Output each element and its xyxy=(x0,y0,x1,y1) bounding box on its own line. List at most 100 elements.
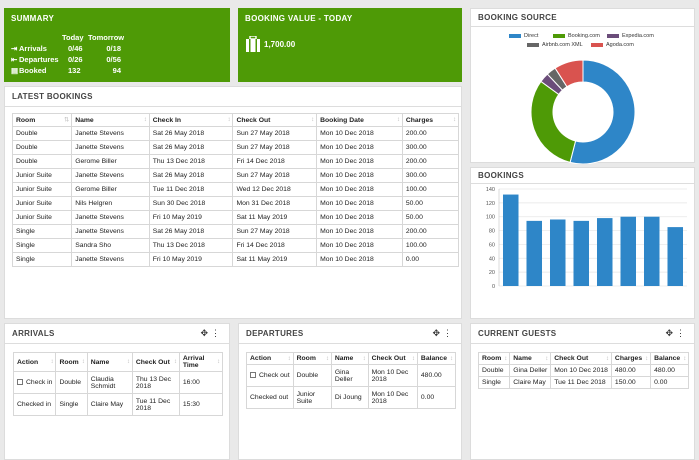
column-header-room[interactable]: Room ↕ xyxy=(292,352,332,365)
column-header-name[interactable]: Name ↕ xyxy=(330,352,369,365)
table-row[interactable]: Check out Double Gina Deller Mon 10 Dec 201… xyxy=(246,364,457,387)
table-cell: 100.00 xyxy=(401,182,460,197)
table-row[interactable]: Single Claire May Tue 11 Dec 2018 150.00 0.0… xyxy=(477,376,690,389)
departures-panel: DEPARTURES ✥⋮ Action ↕ Room ↕ Name ↕ Check Out… xyxy=(238,323,462,460)
column-header-charges[interactable]: Charges ↕ xyxy=(610,352,652,365)
sort-icon[interactable]: ↕ xyxy=(227,117,231,123)
table-row[interactable]: Junior Suite Janette Stevens Fri 10 May 20… xyxy=(11,210,460,225)
table-row[interactable]: Junior Suite Nils Helgren Sun 30 Dec 2018 M… xyxy=(11,196,460,211)
column-header-balance[interactable]: Balance ↕ xyxy=(650,352,690,365)
departures-table: Action ↕ Room ↕ Name ↕ Check Out ↕ Balance ↕ Check… xyxy=(246,352,457,409)
bar[interactable] xyxy=(549,219,566,286)
bar[interactable] xyxy=(643,216,660,286)
action-cell[interactable]: Checked in xyxy=(12,393,57,416)
sort-icon[interactable]: ↕ xyxy=(411,355,415,362)
column-header-balance[interactable]: Balance ↕ xyxy=(416,352,457,365)
move-icon[interactable]: ✥ xyxy=(432,328,443,338)
action-cell[interactable]: Check in xyxy=(12,371,57,394)
sort-icon[interactable]: ↕ xyxy=(453,117,456,123)
bar[interactable] xyxy=(667,227,684,286)
sort-icon[interactable]: ↕ xyxy=(311,117,315,123)
legend-item[interactable]: Expedia.com xyxy=(607,33,654,39)
table-row[interactable]: Junior Suite Janette Stevens Sat 26 May 20… xyxy=(11,168,460,183)
sort-icon[interactable]: ↕ xyxy=(683,355,687,362)
table-cell: Double xyxy=(11,154,73,169)
table-row[interactable]: Double Janette Stevens Sat 26 May 2018 Sun … xyxy=(11,126,460,141)
column-header-booking-date[interactable]: Booking Date ↕ xyxy=(316,113,403,127)
column-header-label: Name xyxy=(75,116,94,124)
menu-icon[interactable]: ⋮ xyxy=(443,328,455,338)
sort-icon[interactable]: ↕ xyxy=(545,355,549,362)
donut-slice[interactable] xyxy=(569,59,636,164)
table-row[interactable]: Double Janette Stevens Sat 26 May 2018 Sun … xyxy=(11,140,460,155)
sort-icon[interactable]: ↕ xyxy=(173,359,177,365)
sort-icon[interactable]: ↕ xyxy=(50,359,54,365)
table-row[interactable]: Checked in Single Claire May Tue 11 Dec 201… xyxy=(12,393,224,416)
sort-icon[interactable]: ↕ xyxy=(287,355,291,362)
sort-icon[interactable]: ↕ xyxy=(217,359,220,365)
column-header-room[interactable]: Room ↕ xyxy=(55,352,88,372)
table-row[interactable]: Checked out Junior Suite Di Joung Mon 10 De… xyxy=(246,386,457,409)
table-cell: Sun 27 May 2018 xyxy=(232,224,318,239)
arrivals-panel: ARRIVALS ✥⋮ Action ↕ Room ↕ Name ↕ Check Out ↕ A… xyxy=(4,323,230,460)
column-header-label: Charges xyxy=(614,355,643,362)
column-header-name[interactable]: Name ↕ xyxy=(509,352,552,365)
column-header-action[interactable]: Action ↕ xyxy=(246,352,294,365)
column-header-check-in[interactable]: Check In ↕ xyxy=(148,113,234,127)
bar[interactable] xyxy=(502,194,519,286)
bar[interactable] xyxy=(596,218,613,286)
column-header-room[interactable]: Room ↕ xyxy=(477,352,511,365)
legend-item[interactable]: Agoda.com xyxy=(591,42,634,48)
legend-item[interactable]: Booking.com xyxy=(553,33,600,39)
table-row[interactable]: Single Janette Stevens Sat 26 May 2018 Sun … xyxy=(11,224,460,239)
column-header-check-out[interactable]: Check Out ↕ xyxy=(232,113,318,127)
legend-item[interactable]: Airbnb.com XML xyxy=(527,42,583,48)
table-cell: Double xyxy=(11,140,73,155)
bar[interactable] xyxy=(620,216,637,286)
sort-icon[interactable]: ⇅ xyxy=(64,117,70,124)
column-header-check-out[interactable]: Check Out ↕ xyxy=(367,352,418,365)
sort-icon[interactable]: ↕ xyxy=(450,355,453,362)
column-header-charges[interactable]: Charges ↕ xyxy=(401,113,460,127)
sort-icon[interactable]: ↕ xyxy=(645,355,649,362)
sort-icon[interactable]: ↕ xyxy=(396,117,400,123)
bar[interactable] xyxy=(526,220,543,286)
sort-icon[interactable]: ↕ xyxy=(362,355,366,362)
table-row[interactable]: Check in Double Claudia Schmidt Thu 13 Dec … xyxy=(12,371,224,394)
move-icon[interactable]: ✥ xyxy=(665,328,676,338)
legend-item[interactable]: Direct xyxy=(509,33,538,39)
column-header-arrival-time[interactable]: Arrival Time ↕ xyxy=(178,352,224,372)
summary-tomorrow: 0/56 xyxy=(106,55,121,64)
column-header-check-out[interactable]: Check Out ↕ xyxy=(550,352,612,365)
action-checkbox[interactable] xyxy=(250,372,256,379)
sort-icon[interactable]: ↕ xyxy=(81,359,85,365)
table-row[interactable]: Single Sandra Sho Thu 13 Dec 2018 Fri 14 De… xyxy=(11,238,460,253)
menu-icon[interactable]: ⋮ xyxy=(211,328,223,338)
action-cell[interactable]: Check out xyxy=(246,364,294,387)
sort-icon[interactable]: ↕ xyxy=(605,355,609,362)
sort-icon[interactable]: ↕ xyxy=(504,355,508,362)
move-icon[interactable]: ✥ xyxy=(200,328,211,338)
column-header-name[interactable]: Name ↕ xyxy=(86,352,133,372)
column-header-check-out[interactable]: Check Out ↕ xyxy=(131,352,180,372)
action-cell[interactable]: Checked out xyxy=(246,386,294,409)
menu-icon[interactable]: ⋮ xyxy=(676,328,688,338)
bar[interactable] xyxy=(573,220,590,286)
table-row[interactable]: Double Gerome Biller Thu 13 Dec 2018 Fri 14… xyxy=(11,154,460,169)
column-header-label: Name xyxy=(90,358,110,366)
legend-label: Booking.com xyxy=(568,33,600,39)
table-row[interactable]: Junior Suite Gerome Biller Tue 11 Dec 2018… xyxy=(11,182,460,197)
table-row[interactable]: Double Gina Deller Mon 10 Dec 2018 480.00 48… xyxy=(477,364,690,377)
donut-slice[interactable] xyxy=(554,59,584,88)
table-cell: Double xyxy=(477,364,511,377)
action-checkbox[interactable] xyxy=(17,379,23,386)
table-row[interactable]: Single Janette Stevens Fri 10 May 2019 Sat … xyxy=(11,252,460,267)
column-header-room[interactable]: Room ⇅ xyxy=(11,113,73,127)
sort-icon[interactable]: ↕ xyxy=(126,359,130,365)
table-cell: 100.00 xyxy=(401,238,460,253)
column-header-action[interactable]: Action ↕ xyxy=(12,352,57,372)
sort-icon[interactable]: ↕ xyxy=(143,117,147,123)
sort-icon[interactable]: ↕ xyxy=(325,355,329,362)
column-header-name[interactable]: Name ↕ xyxy=(71,113,150,127)
donut-slice[interactable] xyxy=(530,80,577,163)
